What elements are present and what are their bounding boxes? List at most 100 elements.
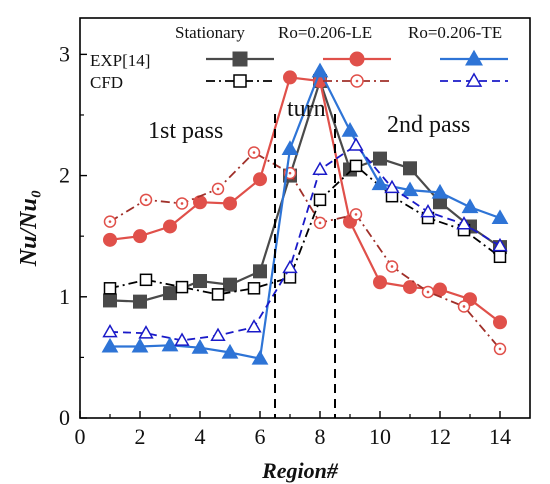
point-le-cfd-9-dot (390, 265, 394, 268)
point-te-exp-10 (371, 175, 389, 191)
point-le-cfd-10-dot (426, 290, 430, 294)
point-le-exp-5-ring (223, 196, 237, 211)
series-le-cfd (103, 146, 507, 356)
series-line-te-cfd (109, 144, 501, 342)
point-stationary-exp-11 (403, 161, 417, 176)
legend-sample-le-cfd (323, 74, 391, 88)
point-stationary-exp-6 (253, 264, 267, 279)
point-le-exp-7-ring (283, 70, 297, 85)
point-le-exp-2 (133, 229, 147, 244)
legend-sample-stationary-exp (206, 51, 274, 67)
y-tick-label-0: 0 (59, 405, 70, 430)
point-le-cfd-6-dot (288, 171, 292, 175)
point-le-exp-4-ring (193, 195, 207, 210)
point-le-exp-2-ring (133, 229, 147, 244)
point-te-exp-5 (221, 343, 239, 359)
x-tick-label-10: 10 (369, 424, 391, 449)
point-stationary-exp-1 (103, 293, 117, 308)
point-te-cfd-10 (420, 203, 436, 218)
legend-marker-te-exp (465, 49, 483, 66)
legend-marker-le-cfd (350, 74, 364, 88)
point-le-exp-11-ring (403, 280, 417, 295)
point-te-cfd-8 (348, 137, 364, 151)
point-le-cfd-10 (421, 285, 435, 299)
point-le-cfd-11-dot (462, 305, 466, 308)
annotations: 1st pass turn 2nd pass (148, 96, 470, 144)
point-le-exp-11 (403, 280, 417, 295)
x-tick-label-8: 8 (315, 424, 326, 449)
point-stationary-cfd-5 (247, 282, 261, 295)
point-te-exp-14 (491, 209, 509, 225)
point-stationary-cfd-1 (103, 282, 117, 295)
point-le-cfd-8 (349, 208, 363, 221)
point-le-cfd-1 (103, 215, 117, 228)
point-te-exp-11 (401, 181, 419, 197)
point-stationary-exp-5 (223, 277, 237, 292)
point-te-cfd-3 (174, 332, 190, 346)
point-le-cfd-5 (247, 146, 261, 159)
point-le-cfd-12-dot (498, 347, 502, 351)
legend-header-te: Ro=0.206-TE (408, 23, 502, 42)
x-tick-label-14: 14 (489, 424, 511, 449)
point-le-cfd-12 (493, 342, 507, 356)
point-te-cfd-12 (492, 237, 508, 252)
point-le-exp-6-ring (253, 172, 267, 187)
series-stationary-cfd (103, 159, 507, 301)
point-te-cfd-5 (246, 319, 262, 333)
legend-header-le: Ro=0.206-LE (278, 23, 372, 42)
x-tick-label-6: 6 (255, 424, 266, 449)
point-stationary-cfd-4 (211, 288, 225, 301)
point-te-cfd-1 (102, 323, 118, 338)
point-le-cfd-11 (457, 300, 471, 313)
point-stationary-cfd-3 (175, 280, 189, 294)
legend-sample-le-exp (323, 51, 391, 67)
point-le-exp-10 (373, 275, 387, 290)
point-te-exp-7 (281, 140, 299, 155)
annotation-2nd-pass: 2nd pass (387, 112, 470, 138)
point-le-cfd-8-dot (354, 213, 358, 216)
point-stationary-cfd-7 (313, 193, 327, 207)
legend-marker-le-cfd-dot (355, 79, 359, 83)
x-tick-label-4: 4 (195, 424, 206, 449)
point-te-cfd-9 (384, 179, 400, 194)
point-le-exp-6 (253, 172, 267, 187)
legend-marker-le-exp (349, 51, 365, 67)
point-stationary-exp-3 (163, 286, 177, 301)
legend-sample-stationary-cfd (206, 74, 274, 88)
point-le-cfd-4 (211, 182, 225, 196)
point-le-cfd-4-dot (216, 187, 220, 191)
series-te-cfd (102, 137, 508, 346)
legend-marker-stationary-cfd (233, 74, 247, 88)
x-tick-label-12: 12 (429, 424, 451, 449)
point-te-exp-9 (341, 122, 359, 137)
legend-marker-le-exp-ring (349, 51, 365, 67)
point-le-exp-1 (103, 232, 117, 247)
point-te-cfd-7 (312, 161, 328, 175)
point-te-exp-3 (161, 336, 179, 352)
legend-row-cfd: CFD (90, 73, 123, 92)
point-le-cfd-5-dot (252, 151, 256, 154)
x-tick-label-2: 2 (135, 424, 146, 449)
point-te-exp-8 (311, 62, 329, 78)
point-le-cfd-2-dot (144, 198, 148, 202)
x-tick-label-0: 0 (75, 424, 86, 449)
annotation-1st-pass: 1st pass (148, 118, 223, 144)
point-stationary-exp-2 (133, 294, 147, 309)
point-te-exp-4 (191, 339, 209, 354)
point-stationary-exp-4 (193, 274, 207, 289)
point-le-exp-14 (493, 315, 507, 330)
point-te-cfd-11 (456, 216, 472, 230)
point-le-cfd-7 (313, 216, 327, 230)
legend: Stationary Ro=0.206-LE Ro=0.206-TE EXP[1… (90, 23, 508, 92)
legend-header-stationary: Stationary (175, 23, 245, 42)
point-te-exp-12 (431, 183, 449, 199)
point-te-exp-1 (101, 337, 119, 353)
point-te-cfd-2 (138, 325, 154, 339)
plot-layer (101, 62, 509, 365)
legend-row-exp: EXP[14] (90, 51, 150, 70)
point-le-cfd-9 (385, 260, 399, 273)
point-te-exp-6 (251, 349, 269, 365)
y-tick-label-3: 3 (59, 41, 70, 66)
point-le-exp-7 (283, 70, 297, 85)
